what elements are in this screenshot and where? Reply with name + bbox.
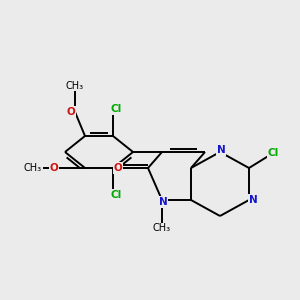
Text: CH₃: CH₃ <box>24 163 42 173</box>
Text: N: N <box>217 145 225 155</box>
Text: O: O <box>67 107 75 117</box>
Text: Cl: Cl <box>110 104 122 114</box>
Text: Cl: Cl <box>267 148 279 158</box>
Text: N: N <box>159 197 167 207</box>
Text: CH₃: CH₃ <box>66 81 84 91</box>
Text: N: N <box>249 195 257 205</box>
Text: Cl: Cl <box>110 190 122 200</box>
Text: CH₃: CH₃ <box>153 223 171 233</box>
Text: O: O <box>50 163 58 173</box>
Text: O: O <box>114 163 122 173</box>
